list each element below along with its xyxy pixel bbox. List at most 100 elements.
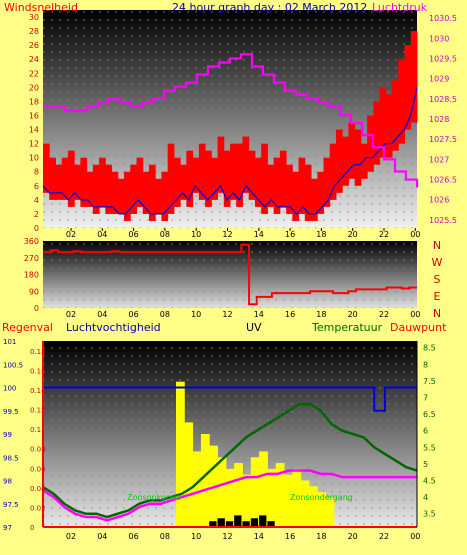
wind-bar [398,59,406,144]
compass-label: S [434,273,441,286]
wind-bar [117,178,125,214]
direction-y-tick-label: 270 [24,254,39,263]
uv-bar [259,515,267,527]
solar-bar [284,474,293,527]
compass-label: N [433,307,441,320]
wind-bar [342,136,349,186]
temperature-y-tick-label: 4.5 [423,477,436,486]
rain-y-tick-label: 0.06 [30,465,46,473]
x-tick-label: 06 [129,310,139,319]
wind-bar [49,157,56,200]
wind-bar [267,164,275,207]
wind-bar [385,94,393,158]
humidity-y-tick-label: 98 [3,478,12,486]
uv-bar [267,521,275,527]
solar-bar [292,468,302,527]
x-tick-label: 14 [254,310,264,319]
pressure-y-tick-label: 1027.5 [429,135,457,144]
wind-bar [155,178,162,214]
wind-bar [211,157,219,200]
wind-bar [273,157,281,214]
humidity-y-tick-label: 100.5 [3,361,23,369]
wind-y-tick-label: 14 [29,126,39,135]
wind-bar [205,150,212,207]
wind-bar [292,171,300,221]
wind-bar [248,150,256,200]
pressure-y-tick-label: 1030.5 [429,14,457,23]
wind-bar [55,164,63,200]
x-tick-label: 18 [316,532,326,541]
wind-y-tick-label: 16 [29,111,39,120]
rain-y-tick-label: 0.04 [30,485,46,493]
x-tick-label: 04 [97,532,107,541]
wind-bar [217,136,225,193]
wind-bar [136,157,144,207]
windsnelheid-label: Windsnelheid [4,1,78,14]
x-tick-label: 06 [129,230,139,239]
wind-bar [61,157,69,200]
wind-bar [279,150,287,207]
x-tick-label: 08 [160,310,170,319]
humidity-y-tick-label: 101 [3,338,16,346]
wind-y-tick-label: 2 [34,210,39,219]
wind-bar [323,157,331,207]
wind-y-tick-label: 4 [34,196,39,205]
x-tick-label: 18 [316,310,326,319]
pressure-y-tick-label: 1026.5 [429,176,457,185]
compass-label: W [432,256,443,269]
x-tick-label: 22 [379,310,389,319]
wind-bar [99,157,106,207]
humidity-y-tick-label: 99.5 [3,408,19,416]
wind-y-tick-label: 0 [34,224,39,233]
solar-bar [308,486,318,527]
wind-bar [67,150,75,207]
temperature-y-tick-label: 7 [423,393,428,402]
direction-y-tick-label: 360 [24,237,39,246]
wind-bar [242,136,250,193]
x-tick-label: 02 [66,532,76,541]
wind-bar [161,171,169,221]
temperatuur-label: Temperatuur [311,321,383,334]
rain-y-tick-label: 0.14 [30,387,46,395]
wind-bar [373,101,381,165]
x-tick-label: 10 [191,532,201,541]
solar-bar [317,492,327,527]
humidity-y-tick-label: 97 [3,524,12,532]
temperature-y-tick-label: 6 [423,427,428,436]
temperature-y-tick-label: 4 [423,493,428,502]
x-tick-label: 12 [222,532,232,541]
pressure-y-tick-label: 1029.5 [429,54,457,63]
x-tick-label: 02 [66,230,76,239]
uv-bar [250,518,259,527]
x-tick-label: 22 [379,230,389,239]
uv-bar [217,518,225,527]
wind-bar [410,31,418,123]
zonsondergang-label: Zonsondergang [290,493,353,502]
x-tick-label: 10 [191,310,201,319]
x-tick-label: 12 [222,310,232,319]
wind-y-tick-label: 6 [34,182,39,191]
solar-bar [217,457,227,527]
solar-bar [325,497,335,527]
pressure-y-tick-label: 1025.5 [429,216,457,225]
pressure-y-tick-label: 1030 [429,34,449,43]
x-tick-label: 20 [348,230,358,239]
rain-y-tick-label: 0 [30,524,34,532]
wind-bar [130,164,137,214]
temperature-y-tick-label: 8.5 [423,344,436,353]
uv-bar [234,515,242,527]
wind-bar [311,178,318,221]
x-tick-label: 00 [410,532,420,541]
solar-bar [275,463,285,527]
solar-bar [234,463,243,527]
wind-bar [230,143,237,200]
uv-bar [209,521,217,527]
uv-label: UV [246,321,262,334]
wind-bar [404,45,412,130]
zonsopkomst-label: Zonsopkomst [127,493,181,502]
humidity-line [43,386,417,412]
wind-bar [86,171,94,207]
wind-y-tick-label: 28 [29,27,39,36]
